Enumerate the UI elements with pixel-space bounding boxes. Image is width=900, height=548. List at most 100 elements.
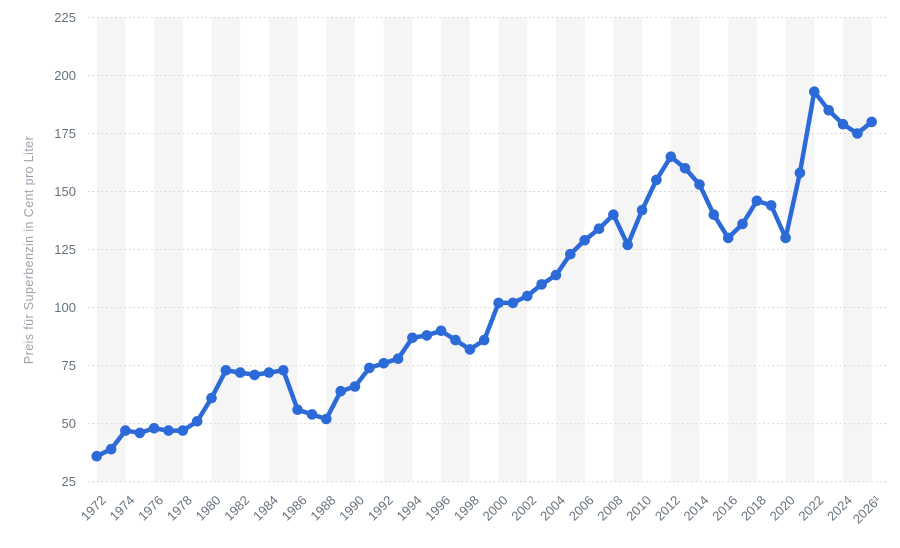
data-point-marker[interactable]: [435, 325, 447, 337]
data-point-marker[interactable]: [809, 86, 820, 97]
data-point-marker[interactable]: [364, 362, 375, 374]
x-tick-label: 1972: [78, 493, 109, 524]
data-point-marker[interactable]: [579, 235, 590, 246]
data-point-marker[interactable]: [536, 279, 547, 290]
x-tick-label: 1986: [279, 493, 310, 524]
price-series-markers[interactable]: [91, 86, 877, 462]
data-point-marker[interactable]: [349, 381, 361, 392]
data-point-marker[interactable]: [464, 344, 476, 355]
y-tick-label: 200: [54, 68, 76, 83]
data-point-marker[interactable]: [522, 290, 533, 302]
data-point-marker[interactable]: [478, 334, 490, 346]
data-point-marker[interactable]: [378, 358, 390, 369]
x-axis-tick-labels: 1972197419761978198019821984198619881990…: [78, 492, 885, 527]
data-point-marker[interactable]: [220, 365, 232, 376]
data-point-marker[interactable]: [177, 425, 189, 436]
x-tick-label: 2000: [480, 493, 511, 524]
data-point-marker[interactable]: [837, 118, 849, 130]
y-axis-title: Preis für Superbenzin in Cent pro Liter: [22, 136, 36, 364]
data-point-marker[interactable]: [794, 167, 806, 179]
y-tick-label: 150: [54, 184, 76, 199]
x-tick-label: 2014: [681, 493, 712, 524]
data-point-marker[interactable]: [206, 392, 217, 404]
x-tick-label: 1982: [221, 493, 252, 524]
x-tick-label: 1974: [106, 493, 137, 524]
data-point-marker[interactable]: [120, 425, 131, 436]
data-point-marker[interactable]: [321, 413, 332, 425]
y-tick-label: 75: [62, 358, 76, 373]
x-tick-label: 2004: [537, 493, 568, 524]
data-point-marker[interactable]: [134, 427, 146, 439]
data-point-marker[interactable]: [507, 297, 519, 309]
data-point-marker[interactable]: [105, 443, 117, 455]
stripe-band: [211, 17, 241, 482]
data-point-marker[interactable]: [751, 195, 763, 207]
data-point-marker[interactable]: [392, 353, 404, 365]
data-point-marker[interactable]: [292, 404, 303, 416]
data-point-marker[interactable]: [263, 367, 275, 378]
x-tick-label: 1988: [307, 493, 338, 524]
x-tick-label: 1980: [193, 493, 224, 524]
data-point-marker[interactable]: [407, 332, 418, 344]
data-point-marker[interactable]: [565, 248, 576, 260]
data-point-marker[interactable]: [636, 204, 648, 216]
data-point-marker[interactable]: [852, 128, 863, 139]
x-tick-label: 1998: [451, 493, 482, 524]
data-point-marker[interactable]: [234, 367, 246, 378]
x-tick-label: 2020: [767, 493, 798, 524]
y-axis-tick-labels: 25 50 75 100 125 150 175 200 225: [54, 10, 76, 489]
data-point-marker[interactable]: [765, 200, 777, 211]
y-tick-label: 225: [54, 10, 76, 25]
data-point-marker[interactable]: [737, 218, 748, 230]
x-tick-label: 2008: [594, 493, 625, 524]
data-point-marker[interactable]: [550, 269, 562, 281]
data-point-marker[interactable]: [665, 151, 677, 162]
x-tick-label: 1984: [250, 493, 281, 524]
data-point-marker[interactable]: [450, 334, 461, 346]
data-point-marker[interactable]: [694, 179, 705, 190]
data-point-marker[interactable]: [593, 223, 605, 234]
y-tick-label: 175: [54, 126, 76, 141]
data-point-marker[interactable]: [163, 425, 174, 436]
x-tick-label: 2024: [824, 493, 855, 524]
data-point-marker[interactable]: [306, 409, 318, 420]
x-tick-label: 2006: [566, 493, 597, 524]
data-point-marker[interactable]: [148, 423, 160, 434]
horizontal-gridlines: [88, 16, 889, 483]
data-point-marker[interactable]: [780, 232, 791, 244]
data-point-marker[interactable]: [249, 369, 260, 381]
data-point-marker[interactable]: [679, 163, 691, 174]
y-tick-label: 50: [62, 416, 76, 431]
data-point-marker[interactable]: [651, 174, 662, 186]
x-tick-label: 2022: [795, 493, 826, 524]
data-point-marker[interactable]: [622, 239, 633, 251]
x-tick-label: 1994: [394, 493, 425, 524]
y-tick-label: 125: [54, 242, 76, 257]
x-tick-label: 2012: [652, 493, 683, 524]
x-tick-label: 2002: [508, 493, 539, 524]
x-tick-label: 2026¹: [850, 492, 885, 527]
data-point-marker[interactable]: [335, 385, 347, 397]
data-point-marker[interactable]: [708, 209, 720, 220]
x-tick-label: 1996: [422, 493, 453, 524]
y-tick-label: 25: [62, 474, 76, 489]
x-tick-label: 2010: [623, 493, 654, 524]
data-point-marker[interactable]: [608, 209, 619, 220]
x-tick-label: 2016: [709, 493, 740, 524]
data-point-marker[interactable]: [722, 232, 734, 244]
data-point-marker[interactable]: [91, 450, 102, 462]
data-point-marker[interactable]: [823, 105, 834, 116]
data-point-marker[interactable]: [421, 330, 433, 341]
data-point-marker[interactable]: [278, 365, 289, 376]
stripe-band: [441, 17, 470, 482]
data-point-marker[interactable]: [493, 297, 504, 309]
x-tick-label: 2018: [738, 493, 769, 524]
data-point-marker[interactable]: [866, 116, 877, 128]
stripe-band: [670, 17, 700, 482]
data-point-marker[interactable]: [191, 416, 203, 427]
y-tick-label: 100: [54, 300, 76, 315]
x-tick-label: 1990: [336, 493, 367, 524]
x-tick-label: 1976: [135, 493, 166, 524]
